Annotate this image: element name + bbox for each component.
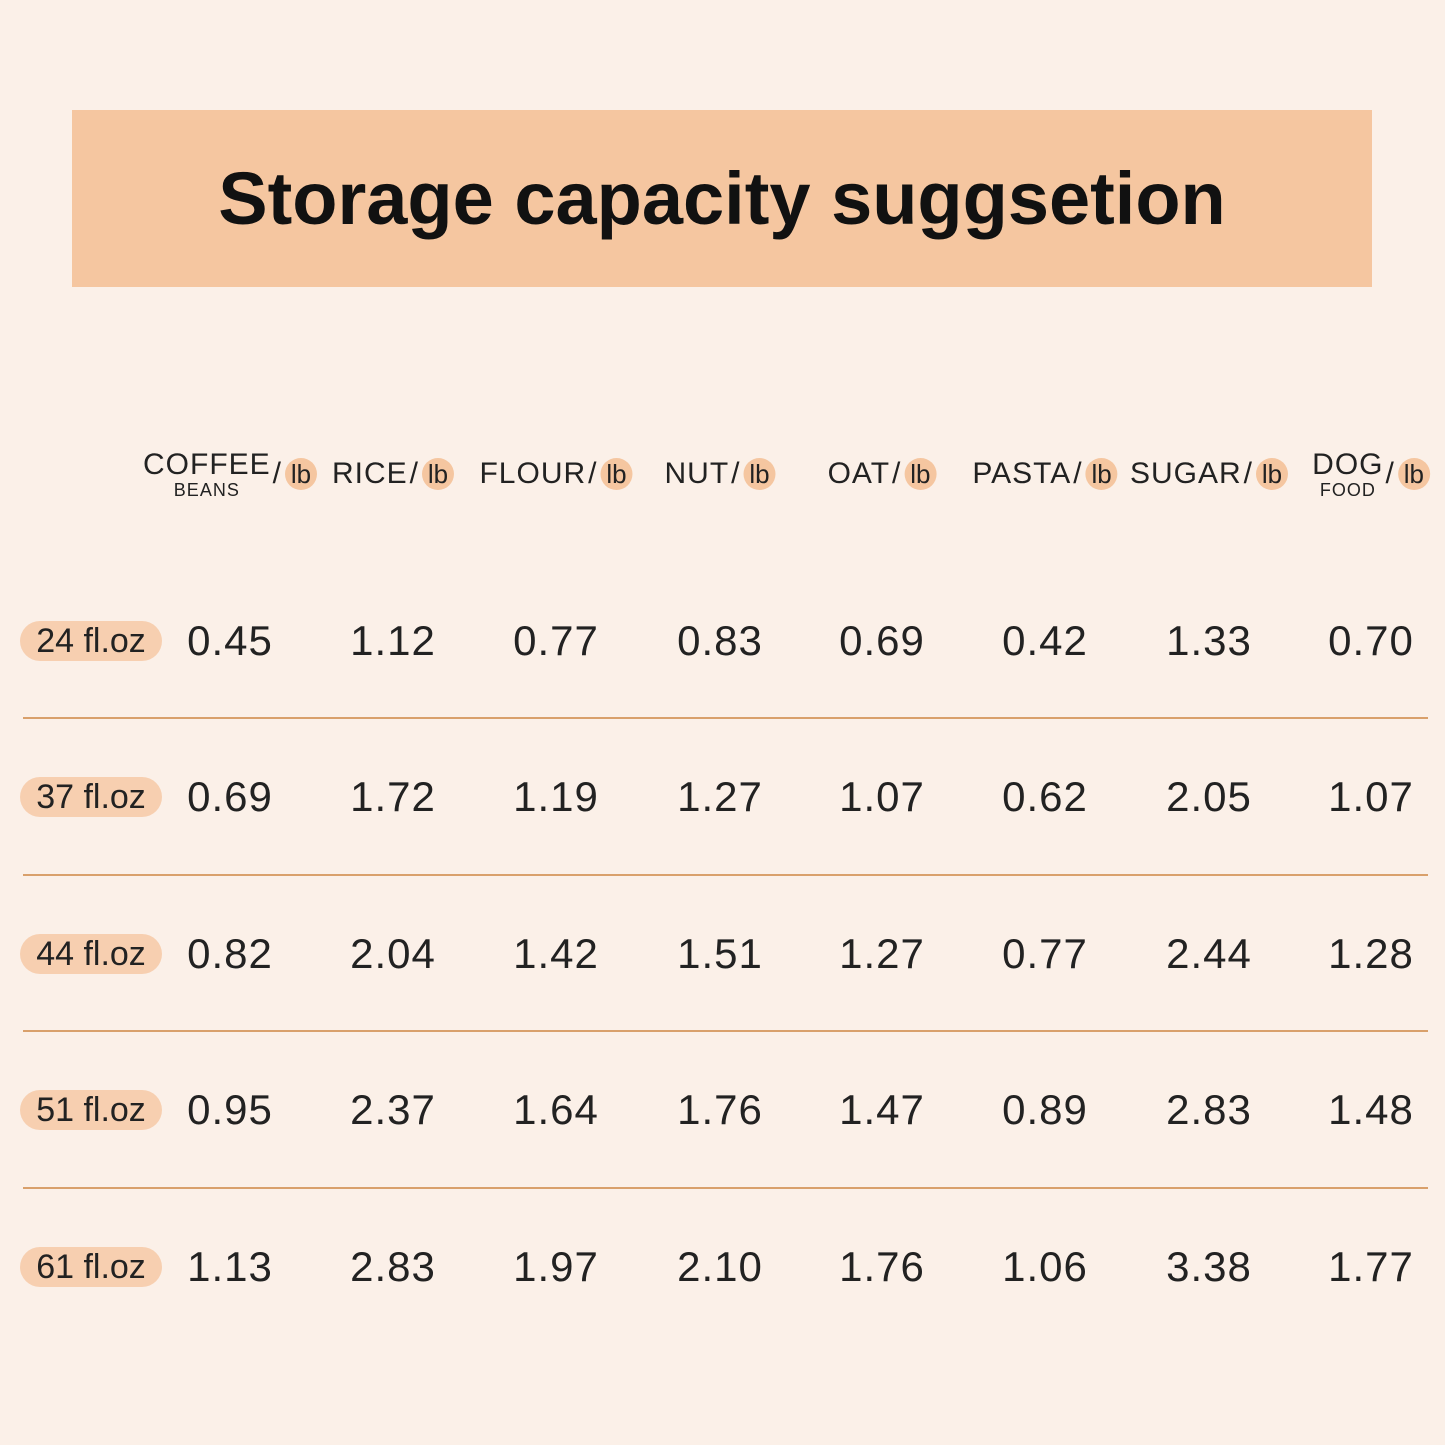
separator: / xyxy=(588,457,598,490)
cell-value: 1.72 xyxy=(350,773,436,820)
separator: / xyxy=(1073,457,1083,490)
column-name-group: COFFEE BEANS xyxy=(142,447,271,500)
cell-value: 2.83 xyxy=(1166,1086,1252,1133)
cell-value: 1.97 xyxy=(513,1243,599,1290)
cell-value: 1.07 xyxy=(839,773,925,820)
cell-value: 0.95 xyxy=(187,1086,273,1133)
column-name: PASTA xyxy=(972,457,1072,490)
column-name-group: NUT xyxy=(665,459,730,489)
cell-value: 0.82 xyxy=(187,930,273,977)
column-name-group: OAT xyxy=(828,459,890,489)
column-name: SUGAR xyxy=(1129,457,1242,490)
cell-value: 1.33 xyxy=(1166,617,1252,664)
cell-value: 2.83 xyxy=(350,1243,436,1290)
column-name: RICE xyxy=(331,457,408,490)
cell-value: 1.42 xyxy=(513,930,599,977)
column-header: PASTA / lb xyxy=(972,450,1118,498)
cell-value: 1.76 xyxy=(839,1243,925,1290)
unit-badge: lb xyxy=(285,458,318,490)
title-banner: Storage capacity suggsetion xyxy=(72,110,1372,287)
separator: / xyxy=(1385,457,1395,490)
column-name: COFFEE xyxy=(142,447,271,481)
cell-value: 0.45 xyxy=(187,617,273,664)
cell-value: 1.51 xyxy=(677,930,763,977)
column-name-group: RICE xyxy=(332,459,408,489)
cell-value: 0.70 xyxy=(1328,617,1414,664)
cell-value: 0.69 xyxy=(839,617,925,664)
row-label: 44 fl.oz xyxy=(20,934,162,974)
column-name: DOG xyxy=(1312,447,1384,481)
cell-value: 1.07 xyxy=(1328,773,1414,820)
cell-value: 1.12 xyxy=(350,617,436,664)
cell-value: 0.42 xyxy=(1002,617,1088,664)
unit-badge: lb xyxy=(1256,458,1289,490)
column-header: DOG FOOD / lb xyxy=(1312,447,1430,500)
separator: / xyxy=(731,457,741,490)
row-label: 24 fl.oz xyxy=(20,621,162,661)
cell-value: 1.77 xyxy=(1328,1243,1414,1290)
cell-value: 0.83 xyxy=(677,617,763,664)
cell-value: 1.48 xyxy=(1328,1086,1414,1133)
cell-value: 1.19 xyxy=(513,773,599,820)
column-header: FLOUR / lb xyxy=(479,450,633,498)
cell-value: 0.62 xyxy=(1002,773,1088,820)
cell-value: 1.47 xyxy=(839,1086,925,1133)
cell-value: 1.27 xyxy=(839,930,925,977)
column-header: NUT / lb xyxy=(665,450,776,498)
row-label: 51 fl.oz xyxy=(20,1090,162,1130)
column-sub: BEANS xyxy=(173,479,240,500)
unit-badge: lb xyxy=(743,458,776,490)
row-divider xyxy=(23,717,1428,719)
cell-value: 1.64 xyxy=(513,1086,599,1133)
column-name: FLOUR xyxy=(479,457,587,490)
cell-value: 1.27 xyxy=(677,773,763,820)
cell-value: 1.28 xyxy=(1328,930,1414,977)
row-divider xyxy=(23,1186,1428,1189)
row-label: 61 fl.oz xyxy=(20,1247,162,1287)
cell-value: 1.13 xyxy=(187,1243,273,1290)
cell-value: 0.77 xyxy=(1002,930,1088,977)
column-name-group: DOG FOOD xyxy=(1312,447,1384,500)
column-name: NUT xyxy=(664,457,730,490)
separator: / xyxy=(409,457,420,490)
column-header: RICE / lb xyxy=(332,450,455,498)
cell-value: 2.10 xyxy=(677,1243,763,1290)
separator: / xyxy=(892,457,902,490)
cell-value: 3.38 xyxy=(1166,1243,1252,1290)
separator: / xyxy=(272,457,283,490)
cell-value: 1.76 xyxy=(677,1086,763,1133)
column-name-group: PASTA xyxy=(972,459,1071,489)
cell-value: 0.69 xyxy=(187,773,273,820)
column-header: OAT / lb xyxy=(828,450,937,498)
cell-value: 0.89 xyxy=(1002,1086,1088,1133)
row-label: 37 fl.oz xyxy=(20,777,162,817)
separator: / xyxy=(1243,457,1254,490)
column-name-group: FLOUR xyxy=(479,459,586,489)
title: Storage capacity suggsetion xyxy=(218,157,1226,240)
unit-badge: lb xyxy=(904,458,937,490)
column-name: OAT xyxy=(827,457,891,490)
unit-badge: lb xyxy=(600,458,633,490)
cell-value: 2.04 xyxy=(350,930,436,977)
cell-value: 2.37 xyxy=(350,1086,436,1133)
column-name-group: SUGAR xyxy=(1130,459,1242,489)
unit-badge: lb xyxy=(1397,458,1430,490)
cell-value: 2.05 xyxy=(1166,773,1252,820)
cell-value: 2.44 xyxy=(1166,930,1252,977)
column-header: SUGAR / lb xyxy=(1130,450,1289,498)
cell-value: 1.06 xyxy=(1002,1243,1088,1290)
unit-badge: lb xyxy=(1085,458,1118,490)
column-header: COFFEE BEANS / lb xyxy=(142,447,318,500)
column-sub: FOOD xyxy=(1319,479,1376,500)
cell-value: 0.77 xyxy=(513,617,599,664)
unit-badge: lb xyxy=(422,458,455,490)
row-divider xyxy=(23,1030,1428,1032)
row-divider xyxy=(23,873,1428,876)
